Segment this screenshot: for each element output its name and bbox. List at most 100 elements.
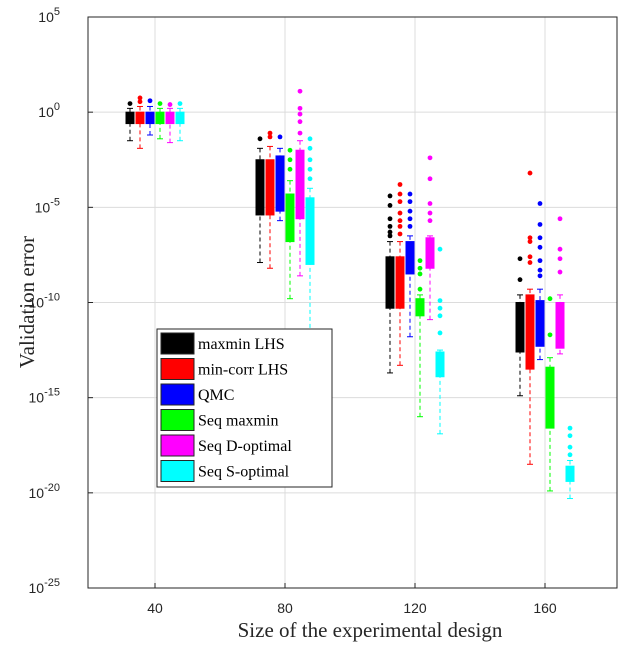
- box-mark: [255, 136, 265, 264]
- outlier-point: [267, 130, 273, 136]
- outlier-point: [437, 313, 443, 319]
- outlier-point: [517, 256, 523, 262]
- box-body: [515, 302, 525, 353]
- box-mark: [435, 246, 445, 435]
- outlier-point: [397, 218, 403, 224]
- outlier-point: [397, 182, 403, 187]
- legend-label: QMC: [198, 387, 234, 404]
- box-mark: [145, 98, 155, 136]
- legend-label: min-corr LHS: [198, 362, 288, 379]
- outlier-point: [307, 136, 313, 142]
- series-group-5: [175, 101, 575, 500]
- box-body: [415, 298, 425, 317]
- outlier-point: [537, 235, 543, 241]
- box-body: [425, 237, 435, 269]
- box-body: [525, 294, 535, 370]
- box-body: [285, 193, 295, 243]
- y-tick-label: 10-25: [29, 577, 60, 596]
- outlier-point: [277, 134, 283, 140]
- box-mark: [405, 191, 415, 338]
- box-mark: [415, 258, 425, 418]
- outlier-point: [437, 330, 443, 336]
- series-group-3: [155, 101, 555, 492]
- outlier-point: [297, 88, 303, 94]
- legend-swatch: [160, 332, 195, 355]
- box-body: [305, 197, 315, 265]
- outlier-point: [427, 176, 433, 182]
- outlier-point: [537, 244, 543, 250]
- outlier-point: [407, 223, 413, 229]
- outlier-point: [287, 157, 293, 163]
- box-body: [435, 351, 445, 378]
- outlier-point: [397, 191, 403, 197]
- box-body: [535, 300, 545, 347]
- box-mark: [525, 170, 535, 465]
- box-mark: [425, 155, 435, 321]
- outlier-point: [537, 273, 543, 279]
- outlier-point: [307, 176, 313, 182]
- outlier-point: [167, 102, 173, 107]
- outlier-point: [427, 155, 433, 161]
- outlier-point: [547, 296, 553, 302]
- outlier-point: [407, 208, 413, 214]
- outlier-point: [387, 193, 393, 199]
- legend-swatch: [160, 383, 195, 406]
- box-mark: [155, 101, 165, 140]
- y-tick-label: 10-15: [29, 387, 60, 406]
- legend-swatch: [160, 409, 195, 431]
- outlier-point: [557, 269, 563, 275]
- outlier-point: [157, 101, 163, 107]
- outlier-point: [397, 199, 403, 205]
- legend-swatch: [160, 358, 195, 380]
- outlier-point: [287, 147, 293, 153]
- box-mark: [515, 256, 525, 397]
- box-mark: [535, 201, 545, 361]
- outlier-point: [527, 254, 533, 260]
- outlier-point: [527, 170, 533, 176]
- x-tick-label: 120: [403, 600, 427, 616]
- outlier-point: [557, 216, 563, 222]
- box-body: [405, 241, 415, 275]
- outlier-point: [407, 191, 413, 197]
- legend: maxmin LHS min-corr LHS QMC Seq maxmin Seq D…: [156, 328, 333, 488]
- x-tick-label: 80: [277, 600, 293, 616]
- outlier-point: [407, 199, 413, 205]
- outlier-point: [537, 201, 543, 206]
- outlier-point: [297, 105, 303, 111]
- outlier-point: [527, 239, 533, 244]
- y-tick-label: 105: [38, 6, 60, 25]
- legend-label: Seq S-optimal: [198, 464, 290, 481]
- series-group-0: [125, 101, 525, 397]
- outlier-point: [137, 99, 143, 105]
- outlier-point: [147, 98, 153, 104]
- x-axis-label: Size of the experimental design: [238, 618, 503, 642]
- x-tick-label: 160: [533, 600, 557, 616]
- outlier-point: [557, 256, 563, 262]
- outlier-point: [517, 277, 523, 283]
- outlier-point: [537, 258, 543, 264]
- box-mark: [395, 182, 405, 366]
- box-body: [395, 256, 405, 309]
- box-mark: [285, 147, 295, 300]
- outlier-point: [177, 101, 183, 107]
- legend-label: maxmin LHS: [198, 336, 285, 353]
- box-body: [255, 159, 265, 216]
- series-group-2: [145, 98, 545, 361]
- box-mark: [165, 102, 175, 144]
- x-axis-ticks: 40 80 120 160: [147, 583, 557, 616]
- outlier-point: [557, 246, 563, 252]
- outlier-point: [387, 216, 393, 222]
- y-tick-label: 10-20: [29, 482, 60, 501]
- box-mark: [125, 101, 135, 142]
- outlier-point: [387, 203, 393, 208]
- outlier-point: [397, 210, 403, 216]
- outlier-point: [287, 166, 293, 172]
- outlier-point: [137, 95, 143, 101]
- series-group-4: [165, 88, 565, 355]
- outlier-point: [397, 231, 403, 237]
- outlier-point: [527, 235, 533, 241]
- box-mark: [305, 136, 315, 336]
- outlier-point: [527, 260, 533, 265]
- outlier-point: [537, 267, 543, 273]
- legend-swatch: [160, 434, 195, 457]
